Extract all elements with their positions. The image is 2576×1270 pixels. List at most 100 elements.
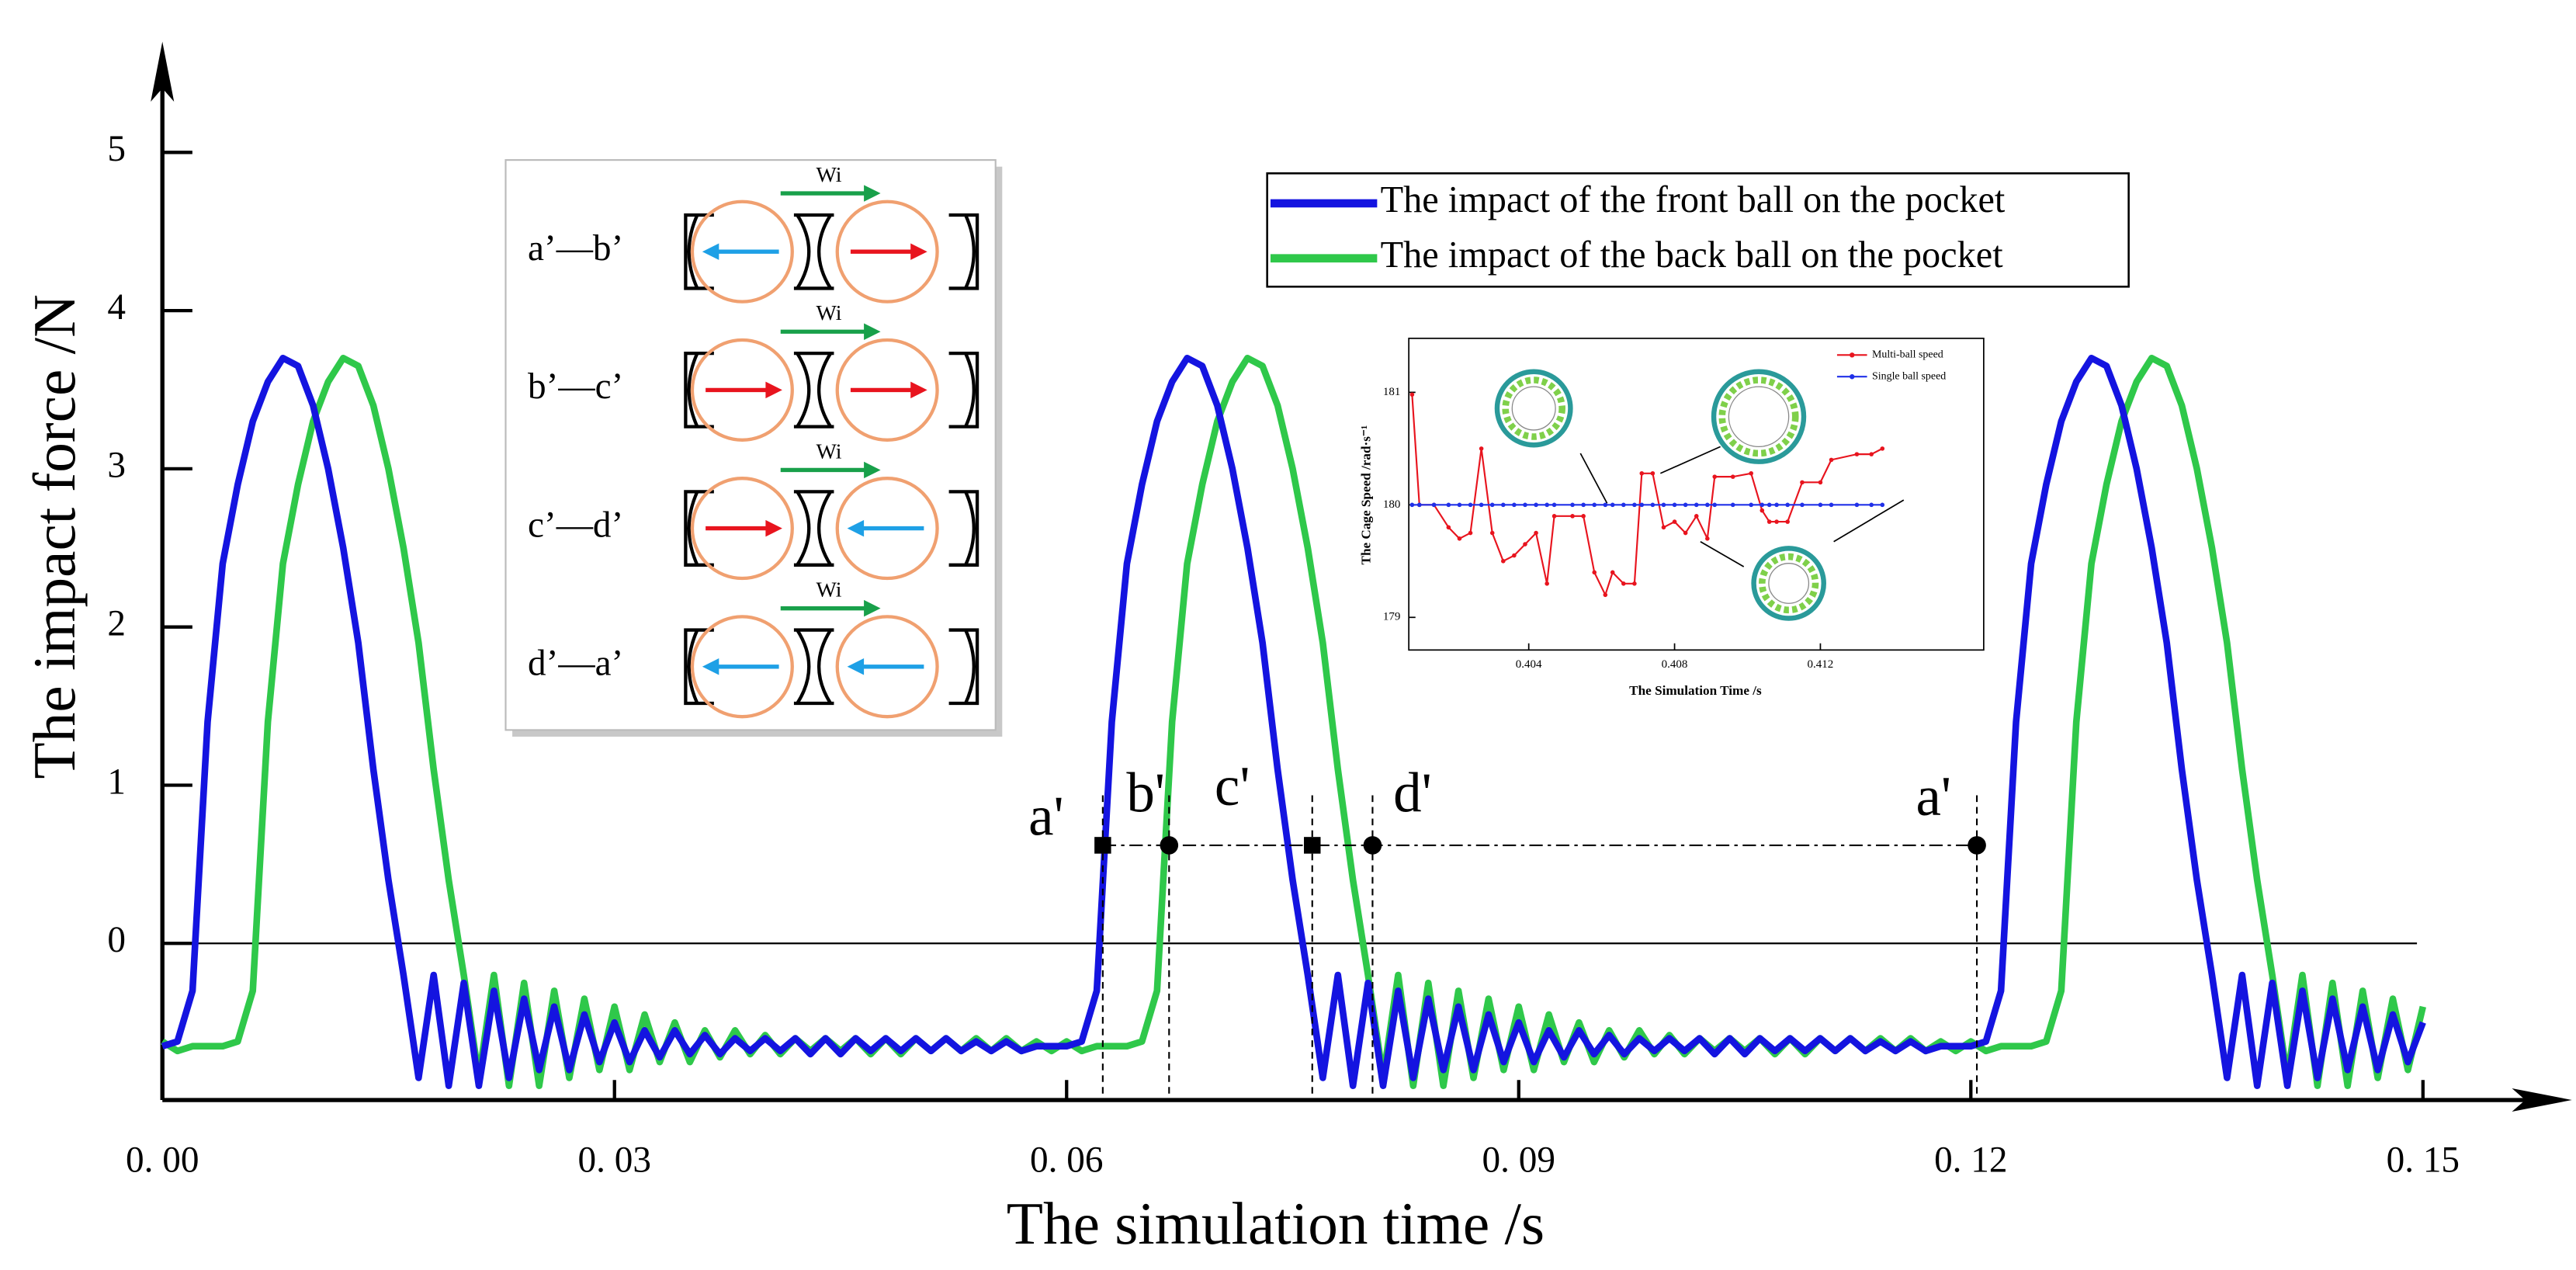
phase-marker xyxy=(1363,836,1382,855)
series-marker xyxy=(1880,502,1885,508)
series-marker xyxy=(1512,553,1517,558)
series-marker xyxy=(1683,530,1688,536)
force-arrowhead xyxy=(864,599,881,617)
legend-label: The impact of the back ball on the pocke… xyxy=(1381,234,2004,276)
ring-inner xyxy=(1768,563,1810,604)
series-marker xyxy=(1501,559,1506,564)
x-tick-label: 0. 15 xyxy=(2387,1140,2460,1180)
ball-arrowhead xyxy=(702,658,719,675)
ball-arrowhead xyxy=(847,658,865,675)
series-marker xyxy=(1489,502,1495,508)
series-marker xyxy=(1534,502,1538,508)
inset-x-axis-label: The Simulation Time /s xyxy=(1629,683,1762,698)
series-marker xyxy=(1603,502,1608,508)
phase-marker xyxy=(1160,836,1179,855)
pointer-arrow xyxy=(1833,499,1905,543)
y-tick-label: 181 xyxy=(1383,386,1401,398)
phase-label: b' xyxy=(1126,762,1165,824)
series-marker xyxy=(1501,502,1506,508)
phase-label: a' xyxy=(1916,765,1951,828)
pocket-left xyxy=(684,628,714,706)
series-marker xyxy=(1760,508,1765,513)
ring-inner xyxy=(1728,386,1790,448)
series-marker xyxy=(1869,502,1874,508)
diagram-label: a’—b’ xyxy=(528,228,623,269)
ring-balls xyxy=(1502,376,1565,440)
phase-marker xyxy=(1304,837,1321,854)
legend-box xyxy=(1266,172,2130,288)
series-marker xyxy=(1854,452,1860,456)
series-marker xyxy=(1592,502,1597,508)
ball xyxy=(690,615,794,719)
pocket-left xyxy=(684,213,714,290)
force-arrowhead xyxy=(864,461,881,479)
x-tick-label: 0.404 xyxy=(1516,658,1542,671)
series-marker xyxy=(1829,502,1834,508)
phase-marker xyxy=(1094,837,1111,854)
series-marker xyxy=(1570,502,1575,508)
series-marker xyxy=(1446,502,1451,508)
series-marker xyxy=(1800,480,1805,485)
x-tick-label: 0. 00 xyxy=(126,1140,199,1180)
ball-arrowhead xyxy=(847,519,865,537)
force-arrowhead xyxy=(864,185,881,202)
y-tick-label: 2 xyxy=(107,604,126,644)
series-marker xyxy=(1749,470,1753,476)
series-marker xyxy=(1650,470,1656,476)
series-marker xyxy=(1592,570,1597,575)
y-tick-label: 0 xyxy=(107,920,126,960)
series-marker xyxy=(1639,470,1645,476)
y-tick-label: 4 xyxy=(107,287,126,328)
ring-outer xyxy=(1751,546,1826,621)
x-tick-label: 0. 03 xyxy=(578,1140,651,1180)
phase-label: d' xyxy=(1393,762,1432,824)
force-arrowhead xyxy=(864,323,881,340)
series-marker xyxy=(1766,519,1772,524)
pocket-middle xyxy=(793,490,834,567)
series-marker xyxy=(1712,474,1718,479)
force-label: Wi xyxy=(816,163,842,187)
series-marker xyxy=(1570,514,1575,519)
y-tick-label: 179 xyxy=(1383,611,1401,623)
pocket-left xyxy=(684,490,714,567)
series-marker xyxy=(1880,446,1885,451)
pointer-arrow xyxy=(1579,453,1608,504)
series-marker xyxy=(1785,519,1790,524)
series-marker xyxy=(1545,581,1549,586)
diagram-label: b’—c’ xyxy=(528,366,623,407)
series-marker xyxy=(1683,502,1688,508)
series-marker xyxy=(1854,502,1860,508)
force-label: Wi xyxy=(816,578,842,602)
series-marker xyxy=(1661,502,1666,508)
series-marker xyxy=(1409,502,1415,508)
series-marker xyxy=(1457,536,1462,541)
ring-balls xyxy=(1718,376,1799,457)
ball-arrowhead xyxy=(910,381,927,399)
inset-y-axis-label: The Cage Speed /rad·s⁻¹ xyxy=(1358,425,1373,565)
ring-outer xyxy=(1494,369,1573,448)
series-marker xyxy=(1468,530,1473,536)
series-marker xyxy=(1431,502,1437,508)
series-marker xyxy=(1621,581,1626,586)
series-marker xyxy=(1730,474,1735,479)
legend-label: Multi-ball speed xyxy=(1872,349,1943,361)
series-marker xyxy=(1800,502,1805,508)
x-tick-label: 0.412 xyxy=(1808,658,1834,671)
ball-arrowhead xyxy=(702,243,719,260)
phase-label: c' xyxy=(1215,755,1250,817)
ball xyxy=(835,615,939,719)
series-marker xyxy=(1818,480,1823,485)
series-marker xyxy=(1632,581,1637,586)
series-marker xyxy=(1551,514,1557,519)
pocket-middle xyxy=(793,628,834,706)
series-marker xyxy=(1610,502,1615,508)
series-marker xyxy=(1632,502,1637,508)
series-marker xyxy=(1523,542,1527,547)
inset-background xyxy=(1347,326,1994,707)
series-marker xyxy=(1581,514,1586,519)
x-axis-arrow xyxy=(2512,1088,2572,1112)
series-marker xyxy=(1446,525,1451,530)
diagram-label: c’—d’ xyxy=(528,505,623,545)
series-marker xyxy=(1479,446,1484,451)
ball xyxy=(835,477,939,581)
